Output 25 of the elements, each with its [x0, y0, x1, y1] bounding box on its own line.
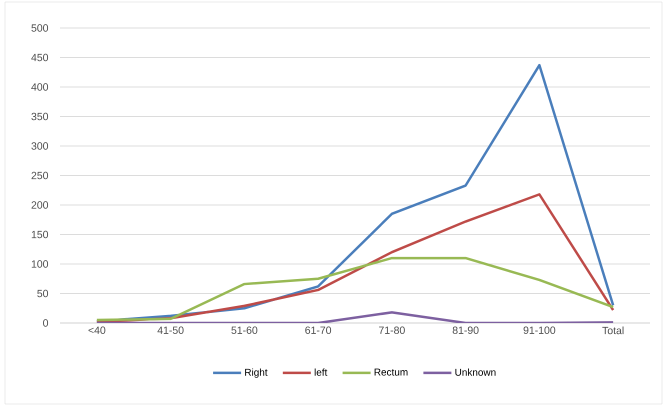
y-tick-label: 350 — [31, 112, 48, 120]
x-tick-label: 41-50 — [157, 326, 184, 334]
legend-label: Unknown — [455, 368, 496, 376]
y-tick-label: 400 — [31, 83, 48, 91]
y-tick-label: 100 — [32, 260, 48, 268]
y-tick-label: 300 — [31, 142, 48, 150]
x-tick-label: 71-80 — [379, 326, 405, 334]
y-tick-label: 250 — [32, 172, 48, 180]
x-tick-label: 61-70 — [305, 326, 332, 334]
y-tick-label: 450 — [31, 54, 48, 62]
legend-label: Rectum — [374, 368, 408, 376]
legend-label: Right — [245, 368, 268, 378]
line-series — [96, 256, 614, 322]
y-tick-label: 200 — [32, 201, 48, 209]
y-tick-label: 0 — [43, 319, 48, 327]
y-tick-label: 500 — [31, 24, 48, 32]
x-tick-label: 81-90 — [452, 326, 479, 334]
x-tick-label: 51-60 — [231, 326, 258, 334]
y-tick-label: 150 — [32, 230, 48, 238]
legend-label: left — [314, 368, 328, 376]
x-tick-label: 91-100 — [524, 326, 556, 334]
line-series — [96, 193, 614, 323]
y-tick-label: 50 — [37, 290, 48, 298]
x-tick-label: Total — [602, 326, 624, 334]
x-tick-label: <40 — [88, 326, 106, 334]
